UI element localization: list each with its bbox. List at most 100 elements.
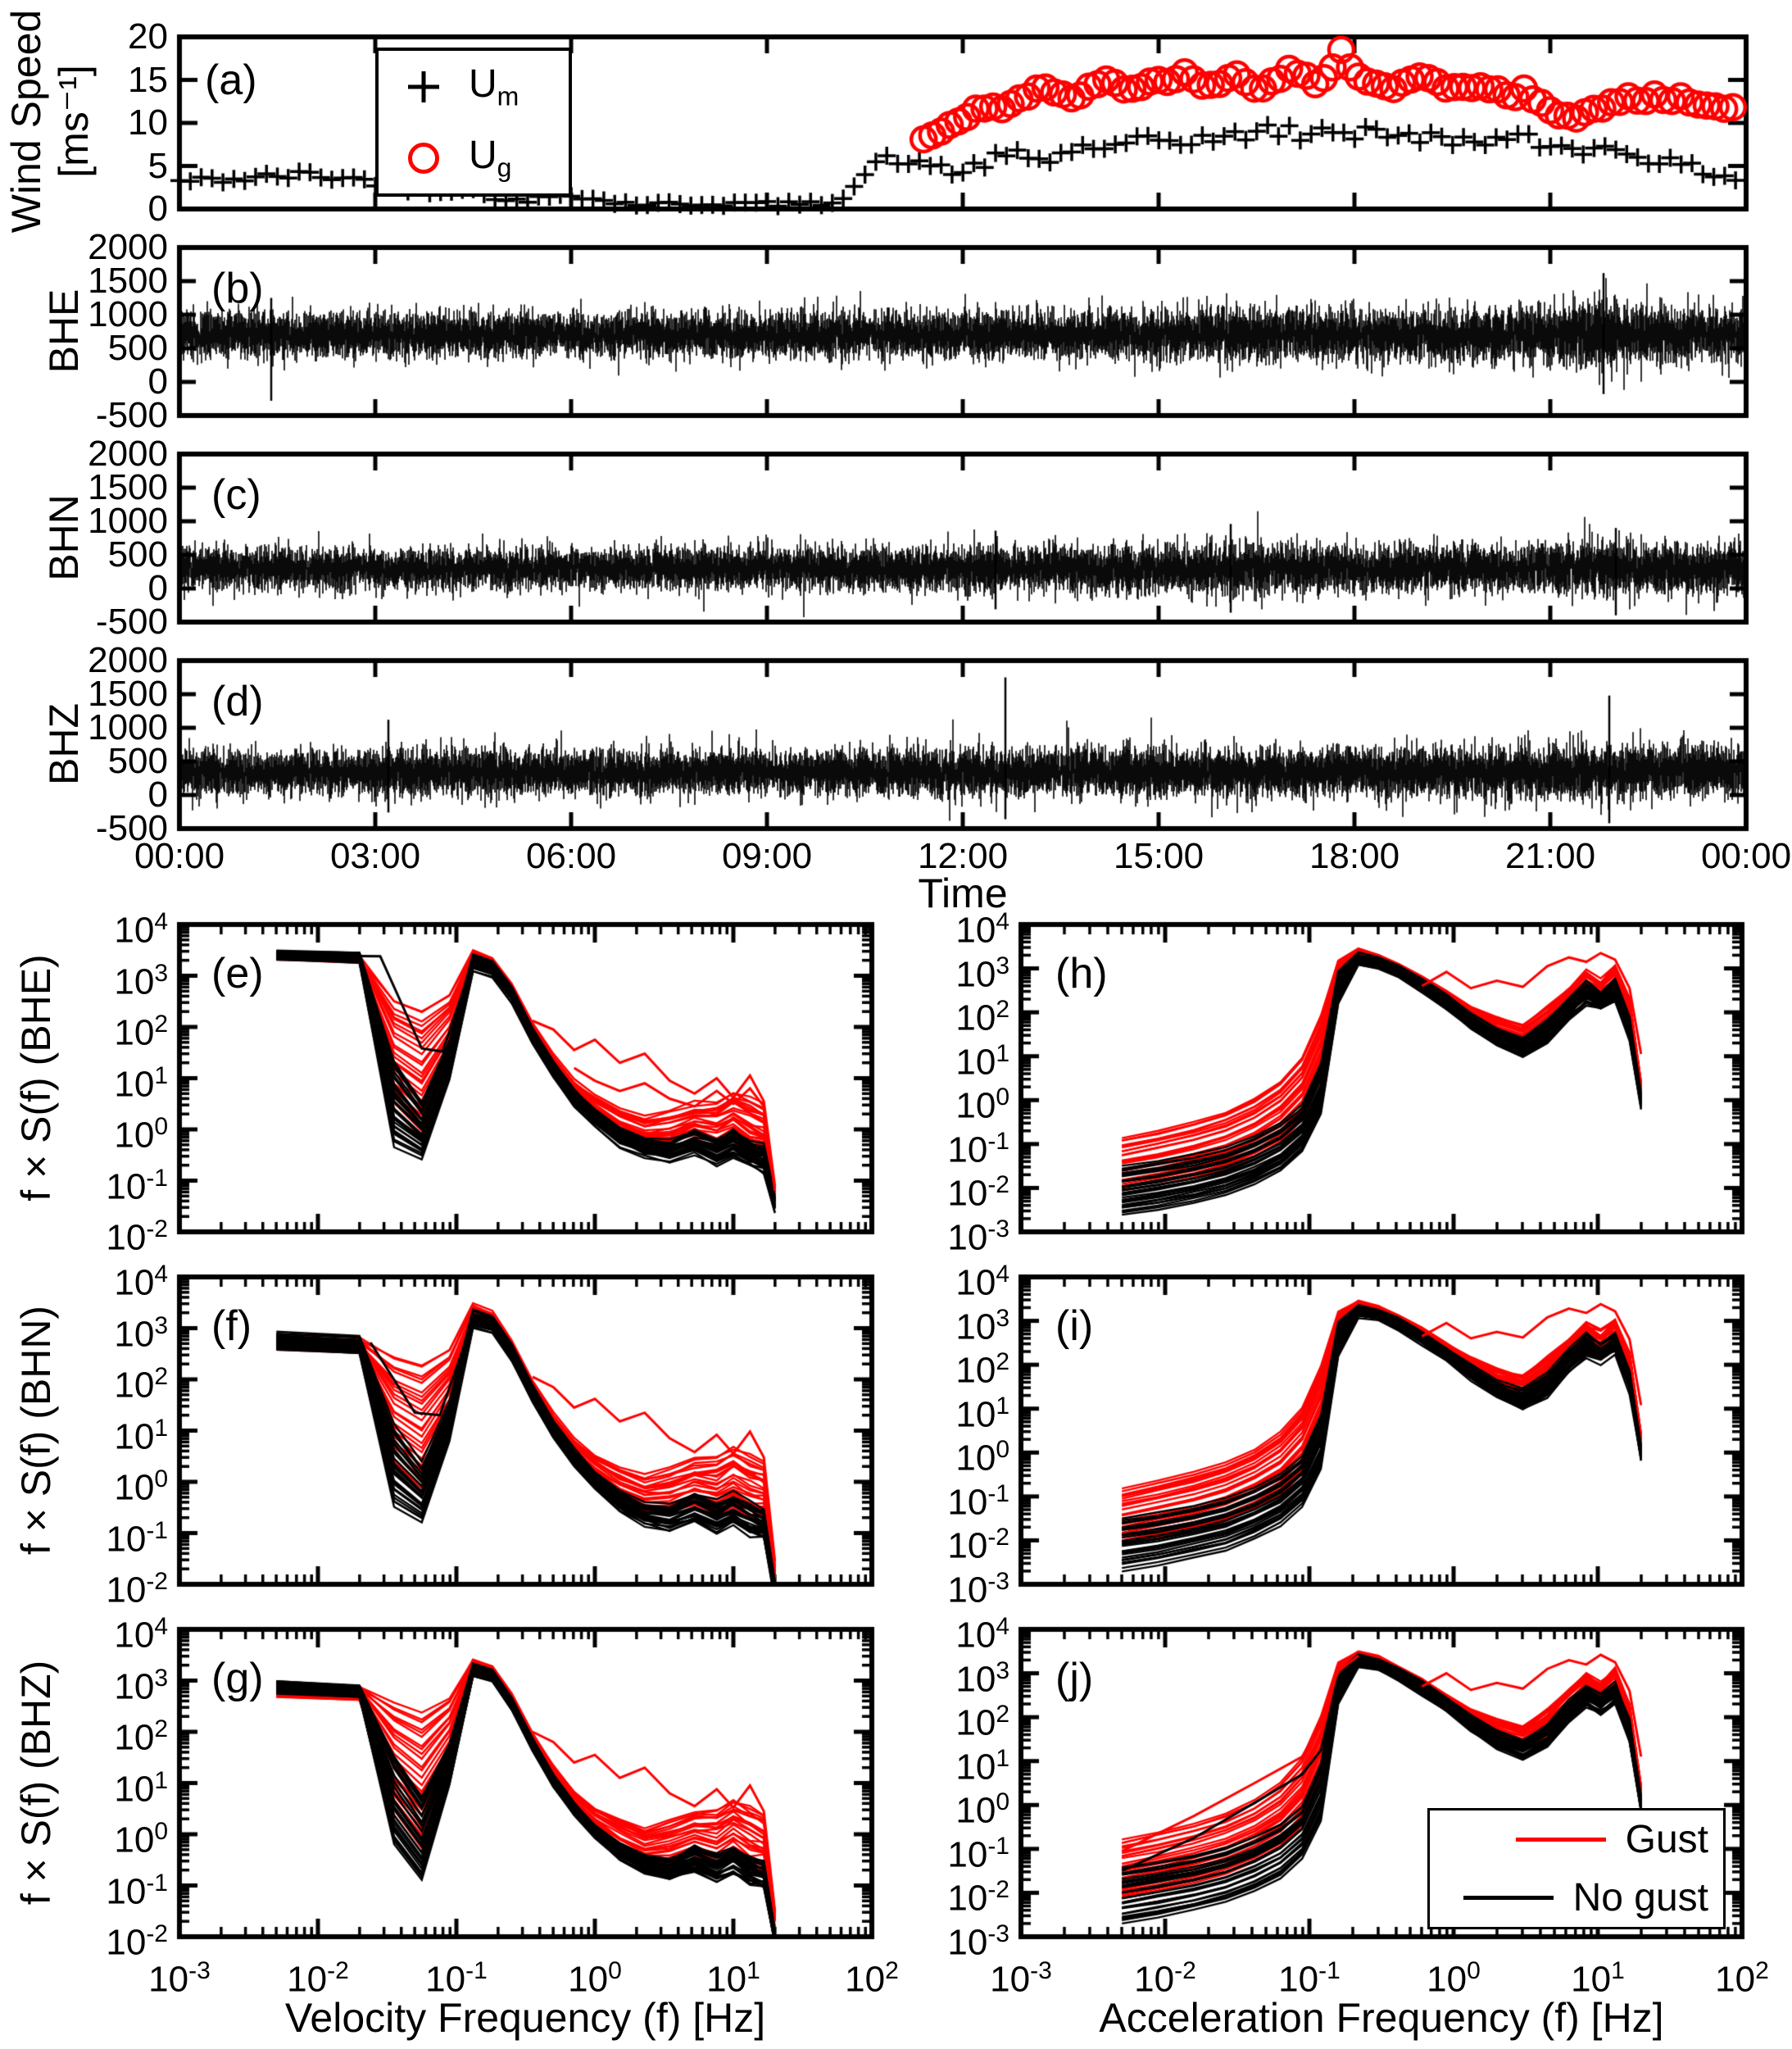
tick-label: 12:00 — [917, 836, 1009, 876]
tick-label: 10-2 — [287, 1957, 349, 2000]
tick-label: 103 — [114, 959, 168, 1002]
tick-label: 10-1 — [106, 1164, 168, 1207]
tick-label: 10-2 — [947, 1171, 1009, 1215]
ug-circle-marker-icon — [379, 142, 469, 174]
time-xlabel: Time — [918, 870, 1008, 916]
panel-letter-d: (d) — [211, 678, 264, 725]
wind-legend-row-ug: Ug — [379, 133, 569, 184]
tick-label: 1500 — [88, 467, 168, 507]
velocity-frequency-xlabel: Velocity Frequency (f) [Hz] — [284, 1995, 766, 2041]
tick-label: 103 — [955, 1304, 1009, 1347]
tick-label: 103 — [114, 1311, 168, 1355]
tick-label: 104 — [955, 1613, 1009, 1656]
gust-legend-row-nogust: No gust — [1430, 1875, 1723, 1920]
tick-label: 21:00 — [1504, 836, 1596, 876]
tick-label: 10-2 — [106, 1920, 168, 1963]
tick-label: 102 — [955, 1701, 1009, 1743]
tick-label: 100 — [114, 1465, 168, 1508]
tick-label: 06:00 — [525, 836, 617, 876]
tick-label: 100 — [1427, 1957, 1481, 2000]
tick-label: 500 — [107, 328, 168, 368]
tick-label: 15:00 — [1113, 836, 1204, 876]
tick-label: 103 — [955, 1656, 1009, 1700]
tick-label: 10-1 — [947, 1479, 1009, 1523]
tick-label: 102 — [114, 1011, 168, 1053]
gust-label: Gust — [1625, 1818, 1708, 1861]
tick-label: 104 — [955, 908, 1009, 951]
tick-label: 104 — [955, 1261, 1009, 1303]
tick-label: 100 — [568, 1957, 622, 2000]
tick-label: 03:00 — [329, 836, 421, 876]
tick-label: 20 — [128, 16, 168, 57]
tick-label: 10 — [128, 102, 168, 143]
tick-label: 2000 — [88, 640, 168, 680]
tick-label: 10-1 — [106, 1869, 168, 1912]
acceleration-frequency-xlabel: Acceleration Frequency (f) [Hz] — [1099, 1995, 1664, 2041]
tick-label: 10-3 — [990, 1957, 1052, 2000]
tick-label: 2000 — [88, 227, 168, 267]
tick-label: 10-1 — [947, 1832, 1009, 1875]
panel-letter-i: (i) — [1055, 1302, 1094, 1350]
tick-label: 10-1 — [425, 1957, 488, 2000]
tick-label: 102 — [845, 1957, 899, 2000]
tick-label: 1000 — [88, 501, 168, 541]
tick-label: -500 — [95, 808, 168, 848]
panel-letter-j: (j) — [1055, 1655, 1094, 1702]
tick-label: 103 — [955, 952, 1009, 995]
tick-label: 104 — [114, 1613, 168, 1656]
tick-label: 100 — [955, 1084, 1009, 1126]
gust-legend: Gust No gust — [1427, 1808, 1726, 1929]
tick-label: 101 — [114, 1414, 168, 1457]
panel-letter-c: (c) — [211, 471, 261, 519]
wind-legend-row-um: Um — [379, 61, 569, 112]
tick-label: 100 — [114, 1818, 168, 1860]
gust-line-icon — [1515, 1838, 1606, 1842]
tick-label: 100 — [955, 1436, 1009, 1479]
tick-label: 500 — [107, 534, 168, 575]
tick-label: 101 — [955, 1744, 1009, 1788]
tick-label: 00:00 — [1700, 836, 1792, 876]
tick-label: 102 — [955, 1348, 1009, 1391]
tick-label: 10-2 — [947, 1876, 1009, 1920]
tick-label: 101 — [114, 1766, 168, 1810]
panel-letter-e: (e) — [211, 950, 264, 997]
tick-label: 10-3 — [947, 1215, 1009, 1258]
tick-label: 104 — [114, 1261, 168, 1303]
no-gust-label: No gust — [1572, 1876, 1708, 1920]
tick-label: 101 — [114, 1061, 168, 1105]
tick-label: 10-1 — [947, 1127, 1009, 1170]
tick-label: 102 — [1715, 1957, 1769, 2000]
panel-letter-f: (f) — [211, 1302, 252, 1350]
um-plus-marker-icon — [379, 69, 469, 105]
tick-label: 1000 — [88, 707, 168, 747]
wind-legend: Um Ug — [375, 48, 572, 197]
panel-letter-g: (g) — [211, 1655, 264, 1702]
tick-label: 10-1 — [1278, 1957, 1341, 2000]
tick-label: 10-2 — [1134, 1957, 1196, 2000]
tick-label: 101 — [955, 1039, 1009, 1083]
tick-label: 18:00 — [1309, 836, 1400, 876]
tick-label: 1500 — [88, 261, 168, 301]
panel-letter-h: (h) — [1055, 950, 1108, 997]
tick-label: 1000 — [88, 294, 168, 334]
tick-label: 100 — [955, 1788, 1009, 1831]
tick-label: -500 — [95, 602, 168, 642]
panel-letter-b: (b) — [211, 265, 264, 312]
tick-label: 0 — [147, 775, 168, 815]
tick-label: 102 — [114, 1715, 168, 1758]
tick-label: 5 — [147, 145, 168, 186]
gust-legend-row-gust: Gust — [1430, 1817, 1723, 1862]
tick-label: 101 — [955, 1392, 1009, 1435]
tick-label: 103 — [114, 1664, 168, 1707]
tick-label: 101 — [706, 1957, 760, 2000]
panel-letter-a: (a) — [205, 57, 257, 104]
tick-label: 0 — [147, 568, 168, 608]
no-gust-line-icon — [1463, 1896, 1554, 1900]
tick-label: 09:00 — [721, 836, 813, 876]
tick-label: 102 — [955, 996, 1009, 1038]
tick-label: 10-1 — [106, 1516, 168, 1560]
ug-label: Ug — [469, 133, 512, 183]
tick-label: 10-2 — [947, 1524, 1009, 1567]
tick-label: 10-3 — [148, 1957, 211, 2000]
